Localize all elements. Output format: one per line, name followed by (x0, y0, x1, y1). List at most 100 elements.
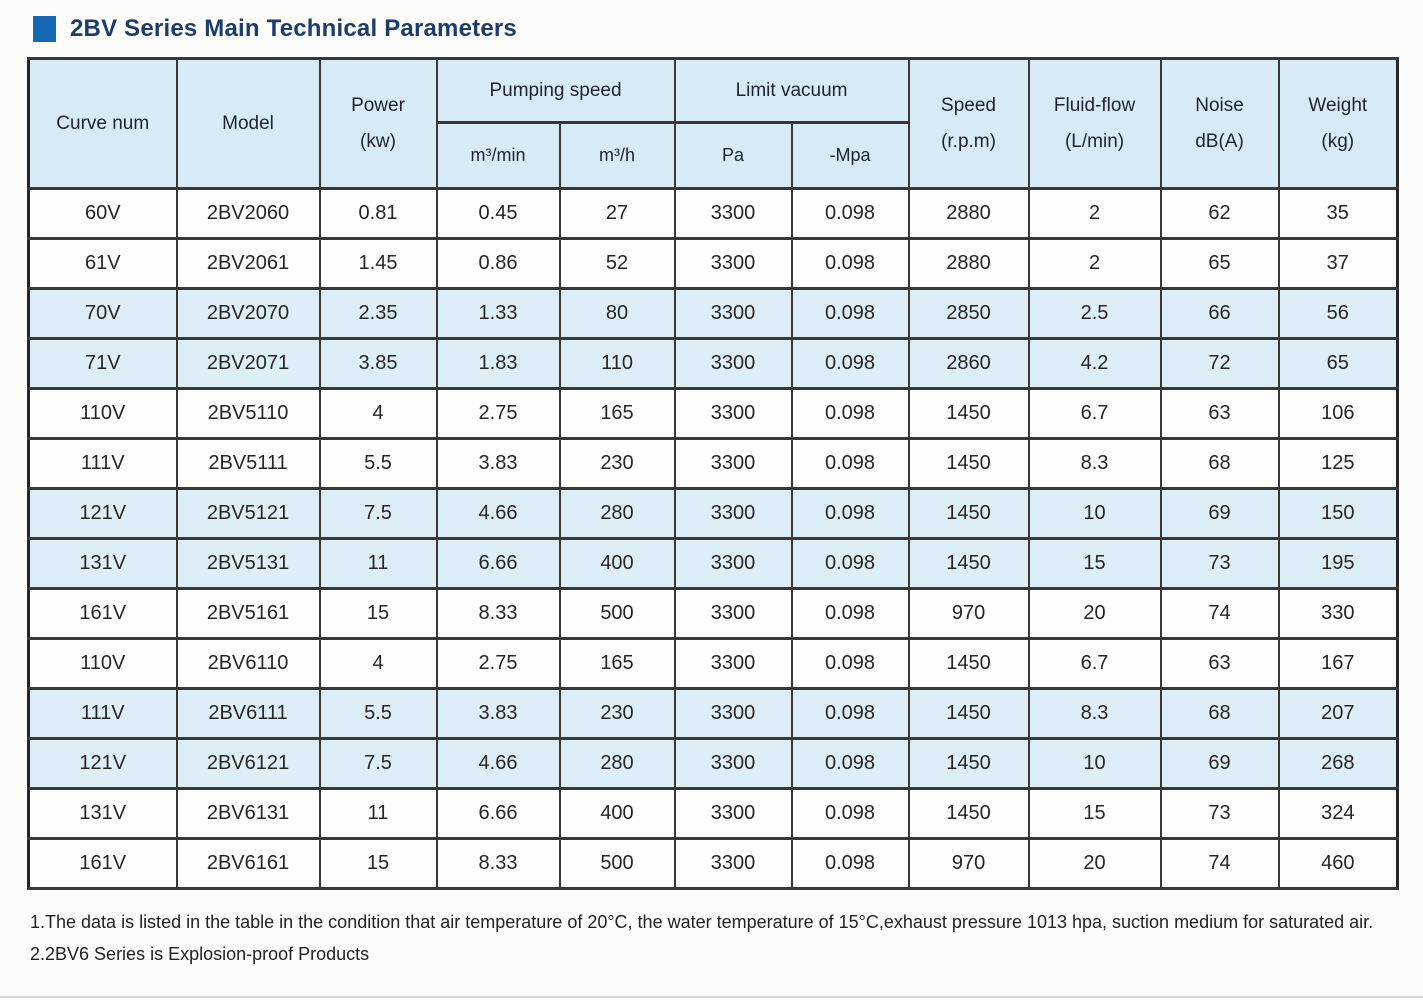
cell-speed_rpm: 970 (907, 587, 1030, 640)
cell-vacuum_pa: 3300 (673, 387, 793, 440)
cell-fluid_flow_l_min: 6.7 (1027, 637, 1162, 690)
col-header-curve-num: Curve num (27, 57, 178, 190)
cell-vacuum_mpa: 0.098 (790, 637, 910, 690)
cell-power_kw: 0.81 (318, 187, 438, 240)
cell-fluid_flow_l_min: 2 (1027, 237, 1162, 290)
cell-pumping_m3_h: 280 (558, 487, 676, 540)
cell-model: 2BV5161 (175, 587, 321, 640)
cell-model: 2BV5111 (175, 437, 321, 490)
table-row: 121V 2BV6121 7.5 4.66 280 3300 0.098 1450 10 69 26… (27, 737, 1399, 790)
header-row-top: Curve num Model Power (kw) Pumping speed… (27, 57, 1399, 190)
cell-power_kw: 5.5 (318, 687, 438, 740)
cell-pumping_m3_min: 3.83 (435, 437, 561, 490)
cell-curve_num: 110V (27, 637, 178, 690)
table-row: 71V 2BV2071 3.85 1.83 110 3300 0.098 2860 4.2 72 6… (27, 337, 1399, 390)
cell-model: 2BV6161 (175, 837, 321, 890)
cell-vacuum_mpa: 0.098 (790, 337, 910, 390)
col-header-mpa: -Mpa (790, 121, 910, 190)
cell-curve_num: 110V (27, 387, 178, 440)
cell-noise_db: 68 (1159, 437, 1280, 490)
cell-pumping_m3_h: 230 (558, 437, 676, 490)
section-bullet-square-icon (33, 16, 56, 42)
table-row: 131V 2BV6131 11 6.66 400 3300 0.098 1450 15 73 324 (27, 787, 1399, 840)
header-line: Weight (1308, 95, 1368, 117)
cell-pumping_m3_min: 8.33 (435, 837, 561, 890)
cell-vacuum_mpa: 0.098 (790, 587, 910, 640)
cell-weight_kg: 37 (1277, 237, 1399, 290)
cell-fluid_flow_l_min: 2.5 (1027, 287, 1162, 340)
cell-fluid_flow_l_min: 15 (1027, 537, 1162, 590)
cell-curve_num: 131V (27, 537, 178, 590)
cell-curve_num: 61V (27, 237, 178, 290)
page-title: 2BV Series Main Technical Parameters (70, 15, 517, 42)
cell-pumping_m3_h: 110 (558, 337, 676, 390)
cell-vacuum_pa: 3300 (673, 187, 793, 240)
cell-weight_kg: 324 (1277, 787, 1399, 840)
cell-vacuum_mpa: 0.098 (790, 287, 910, 340)
cell-vacuum_mpa: 0.098 (790, 737, 910, 790)
col-header-speed: Speed (r.p.m) (907, 57, 1030, 190)
cell-power_kw: 4 (318, 637, 438, 690)
cell-model: 2BV6121 (175, 737, 321, 790)
cell-vacuum_pa: 3300 (673, 437, 793, 490)
cell-noise_db: 69 (1159, 487, 1280, 540)
table-header: Curve num Model Power (kw) Pumping speed… (27, 57, 1399, 190)
cell-noise_db: 63 (1159, 387, 1280, 440)
cell-speed_rpm: 2860 (907, 337, 1030, 390)
cell-weight_kg: 207 (1277, 687, 1399, 740)
cell-power_kw: 2.35 (318, 287, 438, 340)
col-header-pa: Pa (673, 121, 793, 190)
cell-vacuum_pa: 3300 (673, 287, 793, 340)
cell-pumping_m3_min: 2.75 (435, 637, 561, 690)
cell-noise_db: 65 (1159, 237, 1280, 290)
cell-speed_rpm: 1450 (907, 637, 1030, 690)
table-row: 110V 2BV5110 4 2.75 165 3300 0.098 1450 6.7 63 106 (27, 387, 1399, 440)
cell-noise_db: 73 (1159, 537, 1280, 590)
cell-curve_num: 71V (27, 337, 178, 390)
header-line: dB(A) (1195, 130, 1244, 152)
cell-pumping_m3_min: 4.66 (435, 737, 561, 790)
cell-pumping_m3_h: 165 (558, 637, 676, 690)
col-header-fluid-flow: Fluid-flow (L/min) (1027, 57, 1162, 190)
cell-curve_num: 111V (27, 687, 178, 740)
cell-pumping_m3_min: 1.33 (435, 287, 561, 340)
col-header-limit-vacuum: Limit vacuum (673, 57, 910, 124)
cell-weight_kg: 106 (1277, 387, 1399, 440)
cell-power_kw: 7.5 (318, 737, 438, 790)
cell-vacuum_pa: 3300 (673, 787, 793, 840)
cell-vacuum_pa: 3300 (673, 837, 793, 890)
cell-pumping_m3_min: 4.66 (435, 487, 561, 540)
cell-vacuum_pa: 3300 (673, 337, 793, 390)
cell-vacuum_pa: 3300 (673, 487, 793, 540)
cell-model: 2BV5110 (175, 387, 321, 440)
table-row: 60V 2BV2060 0.81 0.45 27 3300 0.098 2880 2 62 35 (27, 187, 1399, 240)
cell-power_kw: 11 (318, 537, 438, 590)
cell-speed_rpm: 1450 (907, 787, 1030, 840)
cell-model: 2BV6111 (175, 687, 321, 740)
cell-vacuum_mpa: 0.098 (790, 187, 910, 240)
header-row-sub: m³/min m³/h Pa -Mpa (29, 121, 1398, 190)
cell-vacuum_pa: 3300 (673, 537, 793, 590)
parameters-table: Curve num Model Power (kw) Pumping speed… (27, 57, 1400, 890)
table-row: 61V 2BV2061 1.45 0.86 52 3300 0.098 2880 2 65 37 (27, 237, 1399, 290)
cell-pumping_m3_min: 2.75 (435, 387, 561, 440)
header-line: Power (351, 95, 405, 117)
table-row: 121V 2BV5121 7.5 4.66 280 3300 0.098 1450 10 69 15… (27, 487, 1399, 540)
cell-pumping_m3_min: 6.66 (435, 787, 561, 840)
cell-vacuum_mpa: 0.098 (790, 837, 910, 890)
cell-power_kw: 15 (318, 587, 438, 640)
cell-power_kw: 7.5 (318, 487, 438, 540)
cell-vacuum_pa: 3300 (673, 237, 793, 290)
cell-noise_db: 68 (1159, 687, 1280, 740)
cell-curve_num: 161V (27, 587, 178, 640)
cell-power_kw: 11 (318, 787, 438, 840)
cell-weight_kg: 460 (1277, 837, 1399, 890)
cell-noise_db: 62 (1159, 187, 1280, 240)
cell-speed_rpm: 1450 (907, 737, 1030, 790)
footnote-1: 1.The data is listed in the table in the… (30, 912, 1374, 932)
cell-noise_db: 69 (1159, 737, 1280, 790)
cell-model: 2BV6110 (175, 637, 321, 690)
cell-curve_num: 131V (27, 787, 178, 840)
cell-pumping_m3_min: 8.33 (435, 587, 561, 640)
table-row: 131V 2BV5131 11 6.66 400 3300 0.098 1450 15 73 195 (27, 537, 1399, 590)
